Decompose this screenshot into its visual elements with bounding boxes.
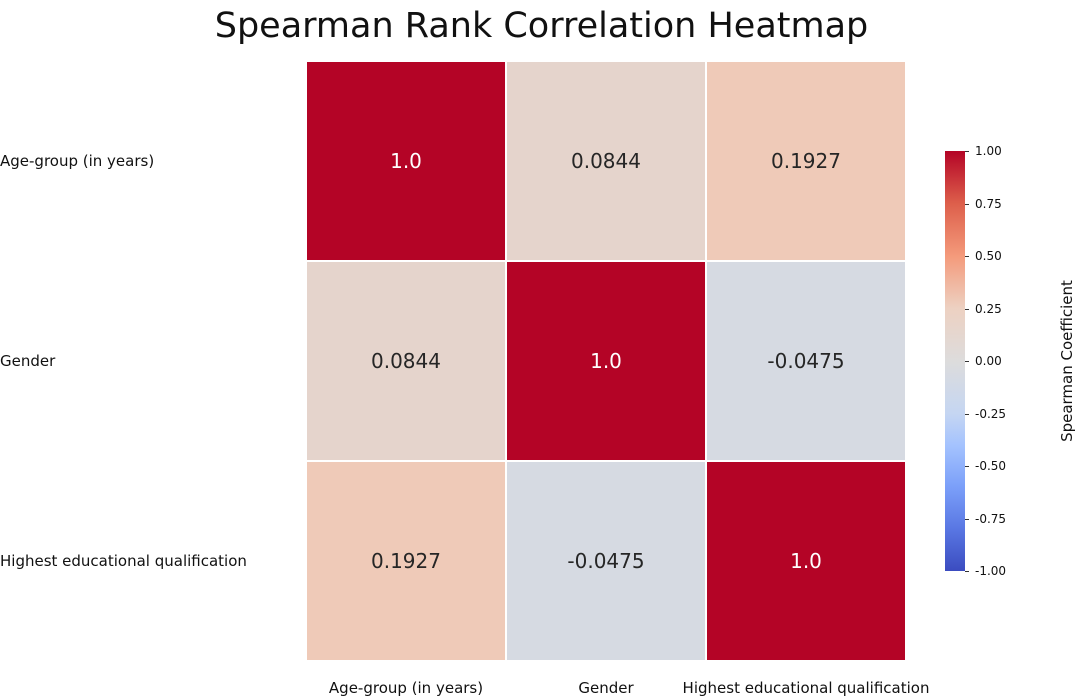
cell-value-label: 1.0: [590, 349, 622, 373]
cell-value-label: 0.0844: [571, 149, 641, 173]
heatmap-cell: 0.1927: [706, 61, 906, 261]
heatmap-cell: 0.0844: [306, 261, 506, 461]
cell-value-label: 0.1927: [371, 549, 441, 573]
cell-value-label: 0.0844: [371, 349, 441, 373]
heatmap-cell: 0.1927: [306, 461, 506, 661]
colorbar-tick-mark: [965, 256, 969, 257]
colorbar-tick-mark: [965, 413, 969, 415]
colorbar-tick-mark: [965, 518, 969, 520]
column-tick-label: Age-group (in years): [328, 679, 484, 697]
colorbar-tick-mark: [965, 571, 969, 572]
colorbar-tick-mark: [965, 466, 969, 467]
row-tick-label: Gender: [0, 352, 56, 370]
heatmap-cell: 1.0: [706, 461, 906, 661]
colorbar-label: Spearman Coefficient: [1058, 280, 1076, 442]
cell-value-label: -0.0475: [567, 549, 645, 573]
column-tick-label: Highest educational qualification: [682, 679, 930, 697]
cell-value-label: 0.1927: [771, 149, 841, 173]
heatmap-cell: 0.0844: [506, 61, 706, 261]
colorbar-tick-mark: [965, 361, 969, 362]
colorbar-tick-label: -0.50: [975, 459, 1007, 473]
row-tick-label: Highest educational qualification: [0, 552, 247, 570]
colorbar-tick-mark: [965, 203, 969, 205]
heatmap-cell: -0.0475: [506, 461, 706, 661]
row-tick-label: Age-group (in years): [0, 152, 155, 170]
colorbar-tick-label: 0.50: [975, 249, 1002, 263]
cell-value-label: -0.0475: [767, 349, 845, 373]
colorbar-tick-label: -0.75: [975, 511, 1007, 526]
colorbar-tick-mark: [965, 308, 969, 310]
colorbar: [945, 151, 965, 571]
cell-value-label: 1.0: [790, 549, 822, 573]
colorbar-tick-label: -1.00: [975, 564, 1007, 578]
colorbar-tick-label: 0.75: [975, 196, 1002, 211]
colorbar-tick-label: 0.00: [975, 354, 1002, 368]
heatmap-cell: 1.0: [506, 261, 706, 461]
heatmap-cell: 1.0: [306, 61, 506, 261]
chart-title: Spearman Rank Correlation Heatmap: [214, 6, 869, 46]
colorbar-tick-mark: [965, 151, 969, 152]
colorbar-tick-label: 1.00: [975, 144, 1002, 158]
colorbar-tick-label: -0.25: [975, 406, 1007, 421]
heatmap-cell: -0.0475: [706, 261, 906, 461]
colorbar-tick-label: 0.25: [975, 301, 1002, 316]
column-tick-label: Gender: [578, 679, 634, 697]
cell-value-label: 1.0: [390, 149, 422, 173]
